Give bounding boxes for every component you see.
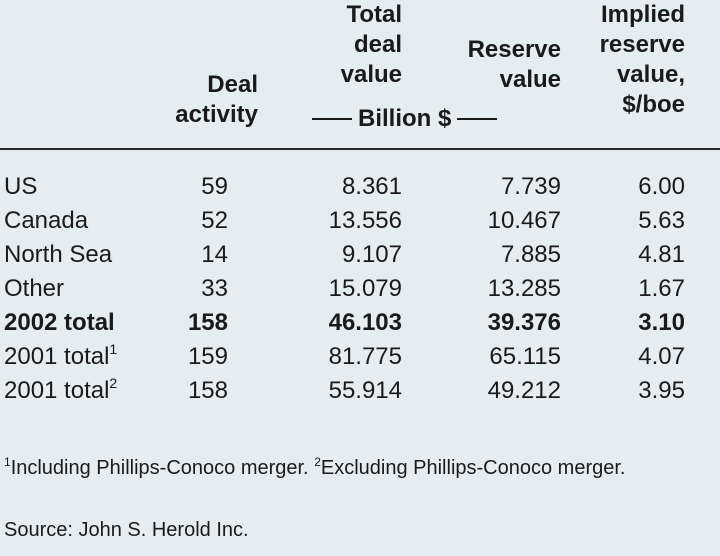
region-label: 2002 total bbox=[4, 309, 115, 336]
cell-total-deal-value: 8.361 bbox=[341, 173, 402, 200]
header-implied-reserve-value: Implied reserve value, $/boe bbox=[600, 0, 685, 120]
header-line: value, bbox=[616, 61, 685, 88]
cell-implied-reserve-value: 4.81 bbox=[638, 241, 685, 268]
region-label: 2001 total bbox=[4, 377, 110, 404]
cell-reserve-value: 7.739 bbox=[500, 173, 561, 200]
cell-region: Canada bbox=[4, 204, 88, 238]
header-line: Total bbox=[346, 1, 402, 28]
left-dash bbox=[312, 117, 352, 120]
cell-reserve-value: 49.212 bbox=[487, 377, 561, 404]
footnote-marker: 2 bbox=[109, 375, 118, 391]
cell-region: Other bbox=[4, 272, 64, 306]
cell-total-deal-value: 13.556 bbox=[328, 207, 402, 234]
region-label: US bbox=[4, 173, 38, 200]
cell-deal-activity: 158 bbox=[187, 309, 228, 336]
region-label: Other bbox=[4, 275, 65, 302]
cell-reserve-value: 65.115 bbox=[489, 343, 561, 370]
table-row: Other 33 15.079 13.285 1.67 bbox=[0, 272, 720, 306]
region-label: North Sea bbox=[4, 241, 113, 268]
footnote-1-2: 1Including Phillips-Conoco merger. 2Excl… bbox=[4, 452, 716, 484]
cell-deal-activity: 159 bbox=[187, 343, 228, 370]
header-reserve-value: Reserve value bbox=[468, 35, 561, 95]
cell-implied-reserve-value: 1.67 bbox=[638, 275, 685, 302]
unit-label: Billion $ bbox=[358, 105, 452, 132]
table-row: Canada 52 13.556 10.467 5.63 bbox=[0, 204, 720, 238]
cell-reserve-value: 7.885 bbox=[500, 241, 561, 268]
header-line: $/boe bbox=[622, 91, 685, 118]
footnote-text: Including Phillips-Conoco merger. bbox=[10, 457, 315, 479]
header-line: Reserve bbox=[467, 36, 561, 63]
header-line: value bbox=[499, 66, 561, 93]
cell-implied-reserve-value: 3.95 bbox=[638, 377, 685, 404]
cell-implied-reserve-value: 4.07 bbox=[638, 343, 685, 370]
region-label: 2001 total bbox=[4, 343, 110, 370]
table-row: US 59 8.361 7.739 6.00 bbox=[0, 170, 720, 204]
cell-deal-activity: 158 bbox=[187, 377, 228, 404]
cell-implied-reserve-value: 5.63 bbox=[638, 207, 685, 234]
header-rule bbox=[0, 148, 720, 150]
cell-deal-activity: 59 bbox=[201, 173, 228, 200]
header-deal-activity: Deal activity bbox=[175, 70, 258, 130]
cell-reserve-value: 10.467 bbox=[487, 207, 561, 234]
table-row: North Sea 14 9.107 7.885 4.81 bbox=[0, 238, 720, 272]
header-line: value bbox=[340, 61, 402, 88]
table-row: 2001 total1 159 81.775 65.115 4.07 bbox=[0, 340, 720, 374]
footnote-marker: 1 bbox=[4, 455, 11, 469]
table-row: 2001 total2 158 55.914 49.212 3.95 bbox=[0, 374, 720, 408]
cell-total-deal-value: 46.103 bbox=[328, 309, 402, 336]
header-total-deal-value: Total deal value bbox=[341, 0, 402, 90]
cell-region: 2002 total bbox=[4, 306, 115, 340]
cell-region: North Sea bbox=[4, 238, 112, 272]
cell-deal-activity: 33 bbox=[201, 275, 228, 302]
source-note: Source: John S. Herold Inc. bbox=[4, 519, 249, 541]
region-label: Canada bbox=[4, 207, 89, 234]
footnote-marker: 1 bbox=[109, 341, 118, 357]
header-line: Deal bbox=[207, 71, 258, 98]
cell-reserve-value: 39.376 bbox=[487, 309, 561, 336]
cell-reserve-value: 13.285 bbox=[487, 275, 561, 302]
header-line: activity bbox=[175, 101, 258, 128]
header-line: Implied bbox=[600, 1, 685, 28]
cell-total-deal-value: 55.914 bbox=[328, 377, 402, 404]
cell-implied-reserve-value: 6.00 bbox=[638, 173, 685, 200]
cell-total-deal-value: 15.079 bbox=[328, 275, 402, 302]
header-line: deal bbox=[353, 31, 402, 58]
cell-region: 2001 total1 bbox=[4, 340, 117, 374]
header-line: reserve bbox=[599, 31, 685, 58]
cell-region: 2001 total2 bbox=[4, 374, 117, 408]
table-row: 2002 total 158 46.103 39.376 3.10 bbox=[0, 306, 720, 340]
cell-deal-activity: 52 bbox=[201, 207, 228, 234]
footnote-text: Excluding Phillips-Conoco merger. bbox=[320, 457, 626, 479]
cell-implied-reserve-value: 3.10 bbox=[638, 309, 685, 336]
unit-label-row: Billion $ bbox=[306, 104, 503, 134]
footnote-marker: 2 bbox=[314, 455, 321, 469]
cell-total-deal-value: 9.107 bbox=[341, 241, 402, 268]
cell-region: US bbox=[4, 170, 37, 204]
right-dash bbox=[457, 117, 498, 120]
cell-total-deal-value: 81.775 bbox=[328, 343, 402, 370]
cell-deal-activity: 14 bbox=[201, 241, 228, 268]
